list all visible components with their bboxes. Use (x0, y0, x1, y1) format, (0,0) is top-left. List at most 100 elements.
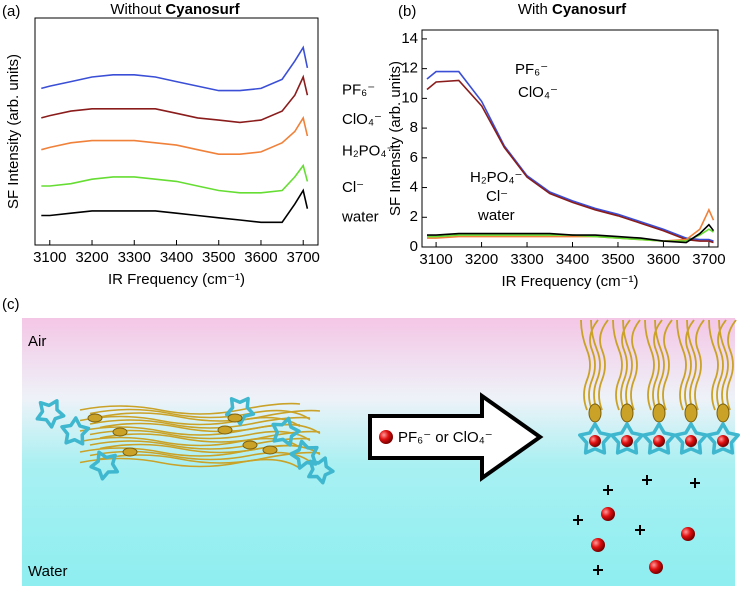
series-line (426, 70, 714, 242)
x-tick-label: 3100 (419, 251, 452, 268)
y-tick-label: 0 (410, 238, 418, 255)
legend-entry: PF₆⁻ (342, 81, 375, 98)
bound-ion (653, 435, 665, 447)
panel-label: (c) (2, 296, 20, 313)
y-tick-label: 4 (410, 179, 418, 196)
series-line (427, 223, 715, 244)
free-ion (591, 538, 605, 552)
tail (654, 319, 665, 411)
y-axis-label: SF Intensity (arb. units) (387, 61, 404, 216)
series-line (41, 74, 309, 124)
x-tick-label: 3100 (33, 249, 66, 266)
y-tick-label: 12 (401, 60, 418, 77)
tail (694, 319, 705, 411)
tail (79, 457, 301, 470)
tail (684, 319, 695, 411)
x-tick-label: 3500 (601, 251, 634, 268)
tail (686, 319, 697, 411)
linker (716, 403, 730, 423)
tail (588, 319, 599, 411)
x-tick-label: 3300 (118, 249, 151, 266)
headgroup (578, 422, 612, 455)
series-line (41, 188, 309, 224)
series-line (426, 79, 714, 244)
x-tick-label: 3300 (510, 251, 543, 268)
tail (79, 423, 301, 436)
tail (612, 319, 623, 411)
x-tick-label: 3200 (465, 251, 498, 268)
free-ion (681, 527, 695, 541)
tail (718, 319, 729, 411)
cation-symbol (635, 525, 645, 535)
y-tick-label: 2 (410, 208, 418, 225)
tail (622, 319, 633, 411)
y-tick-label: 14 (401, 30, 418, 47)
cation-symbol (593, 565, 603, 575)
cation-symbol (642, 475, 652, 485)
y-tick-label: 10 (401, 89, 418, 106)
tail (580, 319, 591, 411)
tail (89, 408, 311, 421)
bound-ion (589, 435, 601, 447)
tail (598, 319, 609, 411)
legend-entry: PF₆⁻ (515, 61, 548, 78)
cation-symbol (603, 485, 613, 495)
tail (89, 416, 311, 429)
x-tick-label: 3600 (647, 251, 680, 268)
tail (630, 319, 641, 411)
title-emphasis: Cyanosurf (552, 1, 627, 18)
tail (644, 319, 655, 411)
tail (708, 319, 719, 411)
headgroup (60, 416, 91, 446)
tail (716, 319, 727, 411)
free-ion (601, 507, 615, 521)
linker (262, 445, 278, 455)
cation-symbol (573, 515, 583, 525)
headgroup (610, 422, 644, 455)
bound-ion (685, 435, 697, 447)
water-label: Water (28, 563, 67, 580)
linker (122, 447, 138, 457)
linker (227, 413, 243, 423)
linker (87, 413, 103, 423)
tail (652, 319, 663, 411)
linker (652, 403, 666, 423)
headgroup (307, 456, 335, 485)
headgroup (35, 399, 66, 429)
x-tick-label: 3200 (75, 249, 108, 266)
y-tick-label: 8 (410, 119, 418, 136)
legend-entry: H₂PO₄⁻ (342, 143, 394, 160)
x-tick-label: 3400 (160, 249, 193, 266)
tail (99, 409, 321, 422)
headgroup (706, 422, 740, 455)
headgroup (271, 416, 301, 447)
panel-label: (a) (2, 3, 20, 20)
linker (112, 427, 128, 437)
x-tick-label: 3700 (692, 251, 725, 268)
legend-entry: ClO₄⁻ (518, 84, 558, 101)
series-line (41, 45, 309, 92)
headgroup (289, 439, 319, 470)
tail (662, 319, 673, 411)
tail (79, 415, 301, 428)
headgroup (642, 422, 676, 455)
x-tick-label: 3600 (244, 249, 277, 266)
x-tick-label: 3400 (556, 251, 589, 268)
x-tick-label: 3500 (202, 249, 235, 266)
tail (79, 402, 301, 415)
headgroup (224, 396, 256, 426)
tail (620, 319, 631, 411)
x-axis-label: IR Frequency (cm⁻¹) (501, 273, 638, 290)
series-line (41, 163, 309, 194)
headgroup (674, 422, 708, 455)
series-line (427, 207, 715, 242)
plot-frame (34, 17, 319, 246)
y-axis-label: SF Intensity (arb. units) (5, 54, 22, 209)
legend-entry: Cl⁻ (486, 188, 508, 205)
linker (684, 403, 698, 423)
free-ion (649, 560, 663, 574)
arrow (368, 392, 544, 482)
panel-label: (b) (398, 3, 416, 20)
molecule-art (35, 319, 740, 575)
